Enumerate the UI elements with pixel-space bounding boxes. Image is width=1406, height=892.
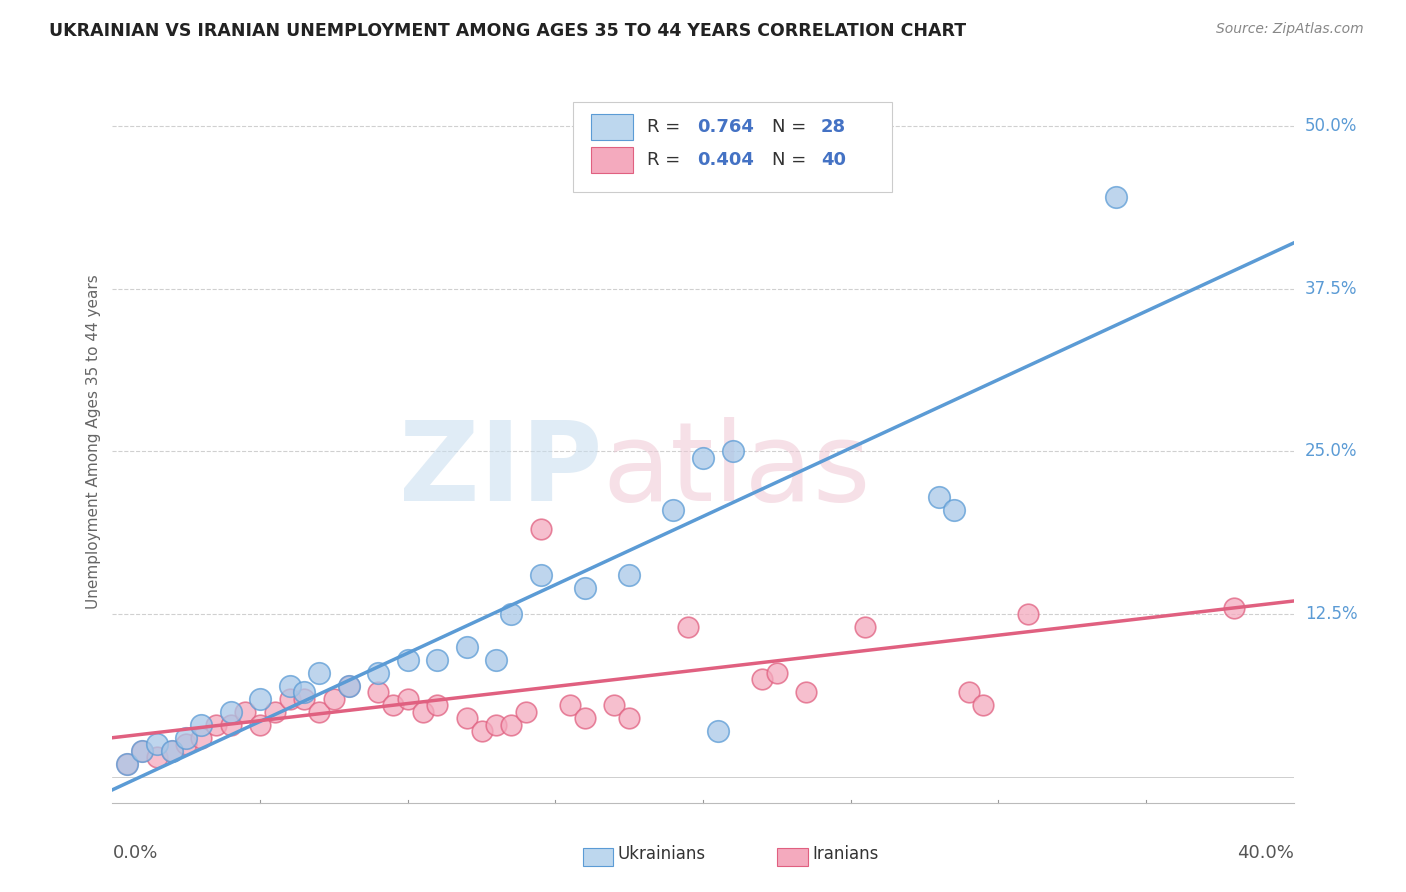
Point	[323, 691, 346, 706]
Point	[619, 711, 641, 725]
Point	[678, 620, 700, 634]
Point	[292, 685, 315, 699]
Point	[411, 705, 433, 719]
Point	[485, 717, 508, 731]
Point	[515, 705, 537, 719]
Point	[796, 685, 818, 699]
FancyBboxPatch shape	[591, 147, 633, 173]
Point	[264, 705, 287, 719]
Point	[855, 620, 877, 634]
Point	[160, 744, 183, 758]
Point	[233, 705, 256, 719]
Point	[470, 724, 494, 739]
Point	[292, 691, 315, 706]
Point	[706, 724, 728, 739]
Point	[501, 607, 523, 621]
Text: N =: N =	[772, 151, 811, 169]
Point	[942, 503, 965, 517]
Point	[337, 679, 360, 693]
Point	[529, 568, 551, 582]
Point	[337, 679, 360, 693]
Point	[456, 711, 478, 725]
Text: 0.0%: 0.0%	[112, 845, 157, 863]
Point	[1223, 600, 1246, 615]
Point	[131, 744, 153, 758]
Point	[574, 581, 596, 595]
Point	[1105, 190, 1128, 204]
Text: 37.5%: 37.5%	[1305, 279, 1357, 298]
FancyBboxPatch shape	[778, 847, 808, 866]
Point	[426, 698, 449, 713]
Point	[692, 450, 714, 465]
Point	[766, 665, 789, 680]
Text: UKRAINIAN VS IRANIAN UNEMPLOYMENT AMONG AGES 35 TO 44 YEARS CORRELATION CHART: UKRAINIAN VS IRANIAN UNEMPLOYMENT AMONG …	[49, 22, 966, 40]
FancyBboxPatch shape	[574, 102, 891, 193]
Point	[396, 652, 419, 666]
FancyBboxPatch shape	[591, 114, 633, 140]
Point	[308, 665, 330, 680]
Point	[529, 523, 551, 537]
Text: 12.5%: 12.5%	[1305, 605, 1357, 623]
Point	[219, 705, 242, 719]
Point	[190, 717, 212, 731]
Point	[131, 744, 153, 758]
Y-axis label: Unemployment Among Ages 35 to 44 years: Unemployment Among Ages 35 to 44 years	[86, 274, 101, 609]
Text: R =: R =	[648, 119, 686, 136]
Point	[146, 737, 169, 751]
Point	[249, 717, 271, 731]
Point	[721, 444, 744, 458]
Point	[219, 717, 242, 731]
Text: 0.404: 0.404	[697, 151, 754, 169]
Text: Source: ZipAtlas.com: Source: ZipAtlas.com	[1216, 22, 1364, 37]
Point	[751, 672, 773, 686]
Point	[662, 503, 685, 517]
Text: 40.0%: 40.0%	[1237, 845, 1294, 863]
Text: 0.764: 0.764	[697, 119, 754, 136]
Point	[558, 698, 582, 713]
Point	[190, 731, 212, 745]
Point	[117, 756, 138, 771]
Point	[160, 744, 183, 758]
Point	[574, 711, 596, 725]
Text: 50.0%: 50.0%	[1305, 117, 1357, 135]
Point	[1017, 607, 1039, 621]
Text: R =: R =	[648, 151, 686, 169]
Text: N =: N =	[772, 119, 811, 136]
Point	[973, 698, 995, 713]
Point	[426, 652, 449, 666]
Point	[456, 640, 478, 654]
Point	[278, 691, 301, 706]
Point	[603, 698, 626, 713]
Point	[249, 691, 271, 706]
Text: 25.0%: 25.0%	[1305, 442, 1357, 460]
Point	[382, 698, 405, 713]
Point	[619, 568, 641, 582]
Point	[367, 685, 389, 699]
Point	[396, 691, 419, 706]
Point	[174, 737, 197, 751]
Point	[485, 652, 508, 666]
Point	[308, 705, 330, 719]
Point	[367, 665, 389, 680]
Point	[174, 731, 197, 745]
Point	[278, 679, 301, 693]
Point	[146, 750, 169, 764]
Point	[501, 717, 523, 731]
Text: 28: 28	[821, 119, 846, 136]
Text: Iranians: Iranians	[813, 845, 879, 863]
Text: Ukrainians: Ukrainians	[619, 845, 706, 863]
FancyBboxPatch shape	[582, 847, 613, 866]
Point	[117, 756, 138, 771]
Text: 40: 40	[821, 151, 846, 169]
Point	[205, 717, 228, 731]
Text: ZIP: ZIP	[399, 417, 603, 524]
Text: atlas: atlas	[603, 417, 872, 524]
Point	[957, 685, 980, 699]
Point	[928, 490, 950, 504]
